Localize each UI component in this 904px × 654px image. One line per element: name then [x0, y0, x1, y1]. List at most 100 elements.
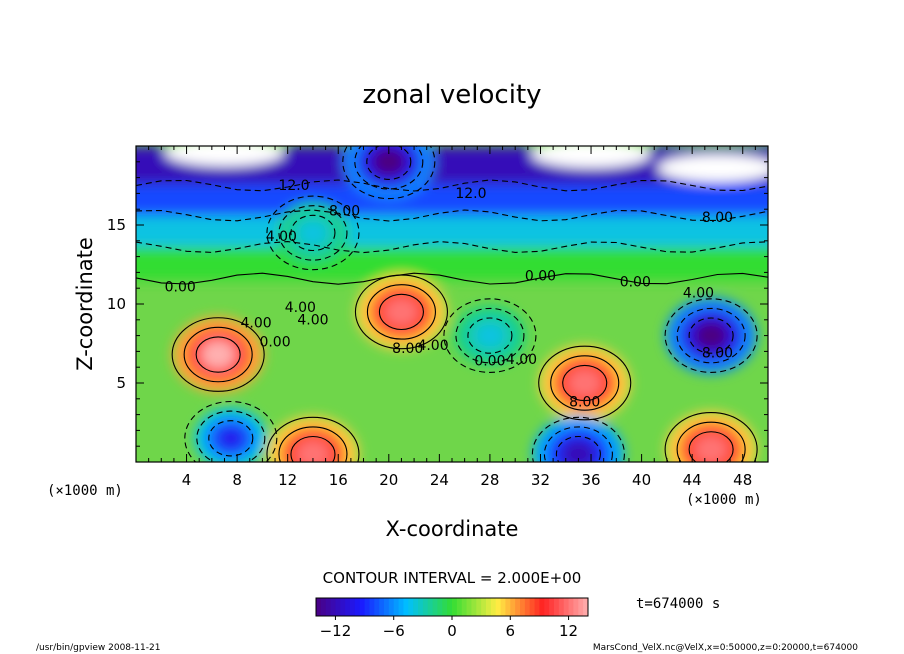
- colorbar-cell: [558, 598, 565, 616]
- time-label: t=674000 s: [636, 596, 720, 612]
- colorbar-cell: [359, 598, 366, 616]
- colorbar-cell: [354, 598, 361, 616]
- field-max: [384, 297, 419, 327]
- contour-label: 12.0: [278, 178, 309, 194]
- colorbar-cell: [549, 598, 555, 616]
- contour-line: [467, 317, 513, 354]
- colorbar-cell: [330, 598, 336, 616]
- contour-label: 4.00: [417, 338, 448, 354]
- colorbar-cell: [427, 598, 434, 616]
- field-max: [295, 439, 331, 462]
- contour-line: [171, 317, 265, 392]
- contour-line: [366, 284, 436, 340]
- colorbar-cell: [320, 598, 327, 616]
- field-band: [136, 215, 768, 249]
- contour-labels: 12.0 12.08.00 8.004.004.000.000.00 0.004.00…: [165, 178, 733, 410]
- contour-line: [278, 426, 348, 462]
- contour-line: [196, 410, 266, 462]
- field-saturated: [531, 146, 652, 168]
- colorbar-tick-label: −12: [320, 622, 352, 640]
- colorbar-cell: [345, 598, 351, 616]
- colorbar-cell: [452, 598, 458, 616]
- contour-label: 0.00: [165, 279, 196, 295]
- field-max: [693, 434, 729, 462]
- contour-line: [266, 416, 360, 462]
- contour-line: [366, 146, 412, 180]
- colorbar-cell: [583, 598, 589, 616]
- colorbar-cell: [442, 598, 448, 616]
- colorbar-cell: [408, 598, 414, 616]
- colorbar-cell: [350, 598, 356, 616]
- colorbar-cell: [563, 598, 570, 616]
- x-axis-unit-right: (×1000 m): [686, 492, 762, 508]
- y-tick-label: 15: [107, 216, 126, 234]
- colorbar-cell: [476, 598, 482, 616]
- colorbar-cell: [398, 598, 404, 616]
- contour-interval: CONTOUR INTERVAL = 2.000E+00: [323, 569, 582, 587]
- contour-label: 4.00: [683, 286, 714, 302]
- x-tick-label: 28: [480, 471, 499, 489]
- contour-label: 0.00: [474, 354, 505, 370]
- contour-lines: [136, 146, 768, 462]
- colorbar-cell: [515, 598, 521, 616]
- x-tick-label: 36: [581, 471, 600, 489]
- field-min: [693, 321, 729, 351]
- field-min: [371, 147, 407, 177]
- contour-line: [676, 307, 746, 364]
- colorbar-cell: [573, 598, 579, 616]
- contour-line: [688, 431, 734, 462]
- x-tick-label: 8: [232, 471, 242, 489]
- y-axis-label: Z-coordinate: [73, 237, 97, 371]
- contour-label: 4.00: [297, 313, 328, 329]
- contour-label: 8.00: [392, 341, 423, 357]
- colorbar-tick-label: −6: [383, 622, 405, 640]
- colorbar-cell: [413, 598, 419, 616]
- x-axis-ticks: 4 8 12 16 20 24 28 32 36 40 44 48: [148, 146, 756, 489]
- contour-label: 4.00: [240, 316, 271, 332]
- field-min: [217, 426, 245, 450]
- footer-right: MarsCond_VelX.nc@VelX,x=0:50000,z=0:2000…: [593, 643, 858, 653]
- contour-line: [136, 272, 768, 285]
- contour-line: [266, 195, 360, 271]
- contour-line: [208, 420, 254, 457]
- y-tick-label: 10: [107, 295, 126, 313]
- contour-line: [136, 241, 768, 254]
- contour-label: 8.00: [702, 346, 733, 362]
- field-band: [136, 183, 768, 218]
- contour-line: [136, 209, 768, 222]
- colorbar-ticks: −12 −6 0 6 12: [320, 616, 578, 640]
- colorbar-cell: [432, 598, 438, 616]
- contour-label: 0.00: [259, 335, 290, 351]
- colorbar: [315, 597, 589, 617]
- colorbar-cell: [422, 598, 429, 616]
- contour-line: [538, 345, 632, 421]
- colorbar-cell: [369, 598, 375, 616]
- x-tick-label: 4: [182, 471, 192, 489]
- colorbar-cell: [461, 598, 468, 616]
- contour-label: 4.00: [285, 300, 316, 316]
- colorbar-cell: [335, 598, 341, 616]
- contour-line: [290, 435, 336, 462]
- colorbar-cell: [510, 598, 516, 616]
- colorbar-cell: [393, 598, 400, 616]
- colorbar-cell: [466, 598, 472, 616]
- colorbar-cell: [505, 598, 511, 616]
- x-tick-label: 24: [430, 471, 449, 489]
- contour-line: [354, 146, 424, 190]
- colorbar-cell: [544, 598, 550, 616]
- colorbar-cell: [388, 598, 395, 616]
- contour-label: 0.00: [620, 275, 651, 291]
- x-tick-label: 44: [683, 471, 702, 489]
- contour-label: 8.00: [569, 395, 600, 411]
- contour-label: 0.00: [525, 268, 556, 284]
- x-tick-label: 48: [733, 471, 752, 489]
- contour-line: [342, 146, 436, 200]
- chart-title: zonal velocity: [362, 80, 541, 110]
- y-axis-ticks: 5 10 15: [107, 161, 768, 447]
- contour-line: [664, 298, 758, 373]
- contour-line: [290, 214, 336, 252]
- x-tick-label: 16: [329, 471, 348, 489]
- contour-label: 4.00: [506, 352, 537, 368]
- contour-line: [676, 421, 746, 462]
